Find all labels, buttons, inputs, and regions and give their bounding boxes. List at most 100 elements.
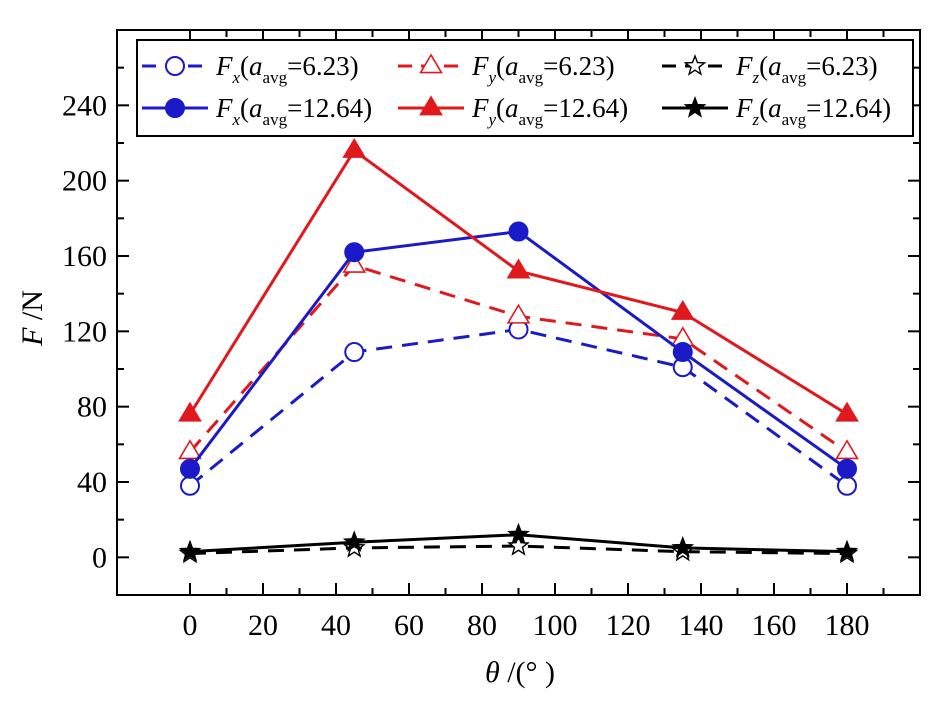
legend-label-fy1: Fy(aavg=6.23) (471, 51, 615, 87)
data-point-fy2 (835, 401, 859, 422)
legend-label-part: F (735, 93, 753, 123)
legend-label-part: ( (759, 51, 768, 81)
legend-label-part: a (768, 93, 782, 123)
legend-label-part: =6.23) (806, 51, 877, 81)
y-axis-unit: /N (16, 290, 49, 320)
x-tick-label: 120 (606, 609, 651, 642)
y-tick-label: 40 (77, 466, 107, 499)
x-tick-label: 20 (248, 609, 278, 642)
legend-label-part: ( (240, 93, 249, 123)
series-line-fz1 (189, 544, 848, 556)
legend-label-part: a (505, 93, 519, 123)
legend-label-part: =6.23) (287, 51, 358, 81)
y-axis-title: F /N (16, 290, 49, 347)
x-axis-title: θ /(° ) (485, 656, 555, 689)
legend-label-part: F (215, 51, 233, 81)
legend-label-part: avg (263, 110, 288, 129)
plot-frame (116, 29, 921, 596)
data-point-fz2 (835, 539, 859, 562)
legend-label-part: x (232, 110, 241, 129)
legend-label-part: z (752, 110, 760, 129)
legend-label-fy2: Fy(aavg=12.64) (471, 93, 628, 129)
x-tick-label: 0 (183, 609, 198, 642)
y-tick-label: 240 (62, 89, 107, 122)
data-point-fx2 (508, 221, 529, 242)
legend-label-part: ( (496, 93, 505, 123)
legend-label-part: =12.64) (287, 93, 372, 123)
data-point-fx2 (180, 458, 200, 479)
data-point-fx2 (837, 458, 857, 479)
plot-series (178, 137, 859, 564)
data-point-fy1 (342, 252, 367, 273)
legend-label-part: a (249, 93, 263, 123)
tick-labels: 0 20 40 60 80 100 120 140 160 180 0 40 80 120 160 200 24… (62, 89, 870, 642)
x-tick-label: 80 (467, 609, 497, 642)
data-point-fx1 (180, 475, 200, 496)
legend-label-fx1: Fx(aavg=6.23) (215, 51, 359, 87)
data-point-fx1 (837, 475, 857, 496)
data-point-fz2 (671, 535, 695, 558)
legend-label-part: avg (519, 68, 544, 87)
data-point-fx2 (344, 242, 365, 263)
legend-marker-fx1 (165, 56, 185, 76)
x-tick-label: 100 (533, 609, 578, 642)
data-point-fy2 (342, 137, 367, 158)
legend-label-part: ( (759, 93, 768, 123)
legend-label-fz1: Fz(aavg=6.23) (735, 51, 878, 87)
legend-label-part: F (471, 51, 489, 81)
legend-marker-fx2 (165, 98, 185, 118)
legend-label-part: a (768, 51, 782, 81)
legend-label-part: F (471, 93, 489, 123)
legend-label-part: ( (240, 51, 249, 81)
legend-label-part: =12.64) (543, 93, 628, 123)
legend-label-fx2: Fx(aavg=12.64) (215, 93, 372, 129)
data-point-fz2 (507, 522, 530, 545)
legend: Fx(aavg=6.23) Fy(aavg=6.23) Fz(aavg=6.23)F… (136, 39, 914, 137)
y-tick-label: 160 (62, 240, 107, 273)
legend-label-part: avg (782, 110, 807, 129)
y-tick-label: 80 (77, 391, 107, 424)
x-tick-label: 160 (752, 609, 797, 642)
legend-label-part: a (249, 51, 263, 81)
data-point-fz2 (342, 530, 366, 552)
x-axis-symbol: θ (485, 656, 507, 689)
data-point-fy2 (670, 299, 695, 320)
data-point-fy1 (835, 439, 859, 460)
legend-label-part: F (215, 93, 233, 123)
y-tick-label: 0 (92, 541, 107, 574)
legend-label-part: z (752, 68, 760, 87)
series-line-fy2 (188, 148, 848, 416)
legend-label-part: a (505, 51, 519, 81)
data-point-fx1 (344, 342, 365, 363)
data-point-fz1 (507, 534, 530, 556)
legend-label-part: x (232, 68, 241, 87)
x-tick-label: 40 (321, 609, 351, 642)
legend-label-part: y (487, 68, 497, 87)
y-axis-symbol: F (16, 320, 49, 347)
data-point-fy1 (178, 439, 202, 460)
legend-label-part: ( (496, 51, 505, 81)
data-point-fx2 (672, 342, 693, 363)
legend-label-part: y (487, 110, 497, 129)
legend-label-part: avg (519, 110, 544, 129)
legend-marker-fz1 (683, 54, 707, 76)
legend-label-part: =12.64) (806, 93, 891, 123)
series-line-fy1 (188, 263, 848, 454)
x-tick-label: 180 (825, 609, 870, 642)
legend-marker-fy2 (419, 95, 443, 116)
data-point-fz2 (178, 539, 202, 562)
data-point-fy2 (506, 258, 531, 279)
legend-label-part: avg (782, 68, 807, 87)
x-axis-unit: /(° ) (507, 656, 555, 689)
legend-label-fz2: Fz(aavg=12.64) (735, 93, 891, 129)
data-point-fy1 (506, 303, 531, 324)
y-tick-label: 200 (62, 165, 107, 198)
legend-marker-fy1 (419, 53, 443, 74)
axis-titles: θ /(° ) F /N (16, 290, 555, 689)
y-tick-label: 120 (62, 315, 107, 348)
legend-label-part: =6.23) (543, 51, 614, 81)
x-tick-label: 60 (394, 609, 424, 642)
data-point-fy2 (178, 401, 202, 422)
legend-box (136, 39, 914, 137)
